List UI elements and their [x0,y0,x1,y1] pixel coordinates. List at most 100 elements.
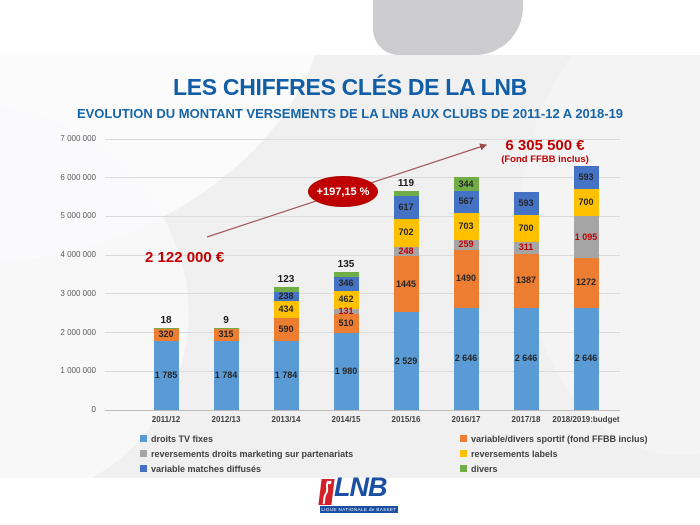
legend-color-chip [140,435,147,442]
segment-variable-matches-diffuses: 617 [393,195,419,220]
segment-reversements-labels: 703 [453,212,479,240]
segment-droits-tv-fixes: 1 784 [213,340,239,410]
x-axis-label: 2015/16 [391,415,421,424]
lnb-logo: LNB LIGUE NATIONALE de BASKET [318,472,404,517]
value-label: 1387 [515,275,537,286]
x-axis-label: 2018/2019:budget [552,415,620,424]
value-label: 2 529 [394,355,418,366]
lnb-logo-tagline: LIGUE NATIONALE de BASKET [320,506,398,513]
x-axis-label: 2016/17 [451,415,481,424]
y-axis-tick: 4 000 000 [60,250,96,260]
bar-2016-17: 2 646 1490 259 703 567 344 [453,177,479,410]
gridline [105,138,620,140]
value-label: 510 [338,317,354,328]
value-label: 315 [218,329,234,340]
legend-item: variable/divers sportif (fond FFBB inclu… [460,431,648,446]
segment-reversements-labels: 700 [513,214,539,242]
gridline [105,254,620,256]
segment-divers [213,327,239,329]
bar-2011-12: 1 785 320 [153,327,179,410]
segment-reversements-droits-marketing: 311 [513,241,539,254]
legend-label: variable matches diffusés [151,463,262,474]
segment-reversements-droits-marketing: 1 095 [573,215,599,259]
value-label: 593 [518,197,534,208]
value-label: 700 [518,222,534,233]
segment-variable-divers-sportif: 1387 [513,253,539,308]
segment-reversements-droits-marketing: 259 [453,239,479,250]
segment-droits-tv-fixes: 2 529 [393,312,419,410]
segment-droits-tv-fixes: 2 646 [453,307,479,410]
segment-droits-tv-fixes: 2 646 [573,307,599,410]
value-label: 462 [338,294,354,305]
y-axis-tick: 0 [91,405,96,414]
divers-value-label: 135 [337,259,355,271]
segment-variable-divers-sportif: 315 [213,328,239,341]
x-axis-label: 2011/12 [151,415,181,424]
segment-variable-divers-sportif: 1272 [573,258,599,308]
y-axis-tick: 1 000 000 [60,366,96,376]
bar-2013-14: 1 784 590 434 238 [273,287,299,410]
segment-variable-matches-diffuses: 238 [273,291,299,302]
value-label: 2 646 [514,353,538,364]
value-label: 344 [458,178,474,189]
legend-item: reversements labels [460,446,648,461]
legend-item: droits TV fixes [140,431,353,446]
growth-percentage-badge: +197,15 % [308,176,378,207]
value-label: 434 [278,304,294,315]
value-label: 1 785 [154,369,178,380]
value-label: 1490 [455,273,477,284]
x-axis-label: 2014/15 [331,415,361,424]
gridline [105,409,620,411]
segment-variable-divers-sportif: 590 [273,318,299,341]
gridline [105,215,620,217]
segment-reversements-droits-marketing: 248 [393,246,419,257]
segment-reversements-labels: 700 [573,188,599,216]
value-label: 1 095 [574,231,598,242]
segment-reversements-labels: 434 [273,301,299,319]
value-label: 702 [398,227,414,238]
y-axis-tick: 7 000 000 [60,134,96,143]
value-label: 1 784 [214,369,238,380]
x-axis-label: 2017/18 [511,415,541,424]
value-label: 311 [518,242,534,253]
value-label: 346 [338,278,354,289]
segment-reversements-droits-marketing: 131 [333,306,359,315]
legend-item: divers [460,461,648,476]
x-axis-label: 2012/13 [211,415,241,424]
bar-2012-13: 1 784 315 [213,327,239,410]
legend-label: variable/divers sportif (fond FFBB inclu… [471,433,648,444]
end-total-annotation: 6 305 500 € [505,137,585,154]
value-label: 593 [578,171,594,182]
y-axis-tick: 3 000 000 [60,288,96,298]
segment-divers [333,272,359,278]
gridline [105,332,620,334]
y-axis-tick: 6 000 000 [60,172,96,182]
end-total-note: (Fond FFBB inclus) [501,154,589,165]
segment-variable-matches-diffuses: 593 [573,165,599,189]
value-label: 1 980 [334,366,358,377]
legend-color-chip [140,450,147,457]
legend-item: reversements droits marketing sur parten… [140,446,353,461]
segment-variable-matches-diffuses: 346 [333,277,359,291]
value-label: 320 [158,329,174,340]
gridline [105,293,620,295]
divers-value-label: 119 [397,177,415,189]
x-axis-label: 2013/14 [271,415,301,424]
value-label: 1272 [575,277,597,288]
divers-value-label: 9 [223,315,229,327]
value-label: 1 784 [274,369,298,380]
segment-divers [273,287,299,293]
divers-value-label: 18 [160,314,172,326]
segment-variable-divers-sportif: 1490 [453,249,479,308]
value-label: 590 [278,324,294,335]
value-label: 2 646 [454,353,478,364]
legend-item: variable matches diffusés [140,461,353,476]
y-axis-tick: 5 000 000 [60,211,96,221]
segment-variable-matches-diffuses: 567 [453,190,479,213]
segment-variable-matches-diffuses: 593 [513,191,539,215]
value-label: 617 [398,201,414,212]
legend-label: reversements labels [471,448,558,459]
lnb-logo-emblem-icon [318,479,335,505]
value-label: 238 [278,291,294,302]
